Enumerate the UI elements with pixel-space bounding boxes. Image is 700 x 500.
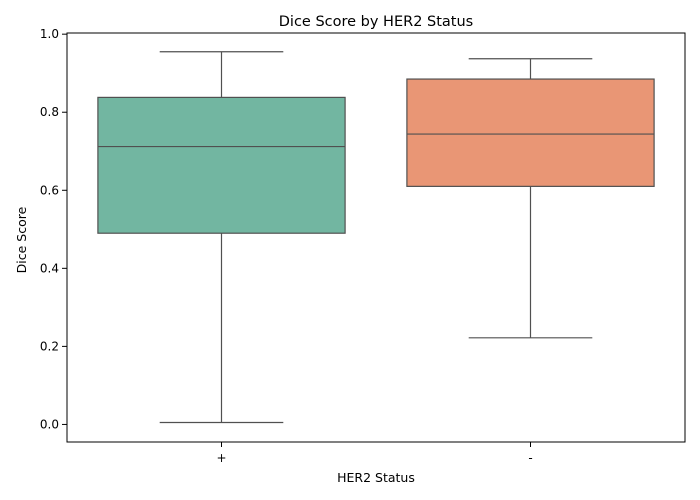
x-axis-label: HER2 Status [337,470,415,485]
y-tick-label: 1.0 [40,27,59,41]
y-tick-label: 0.0 [40,417,59,431]
y-tick-label: 0.2 [40,339,59,353]
y-tick-label: 0.4 [40,261,59,275]
chart-title: Dice Score by HER2 Status [279,14,474,30]
y-tick-label: 0.6 [40,183,59,197]
box-negative [406,78,655,187]
box-positive [97,96,346,234]
plot-area: 0.0 0.2 0.4 0.6 0.8 1.0 + - [40,27,686,465]
y-tick-label: 0.8 [40,105,59,119]
plot-frame [66,32,686,443]
y-axis-label: Dice Score [14,206,29,273]
x-tick-label: + [216,451,226,465]
x-tick-label: - [528,451,532,465]
